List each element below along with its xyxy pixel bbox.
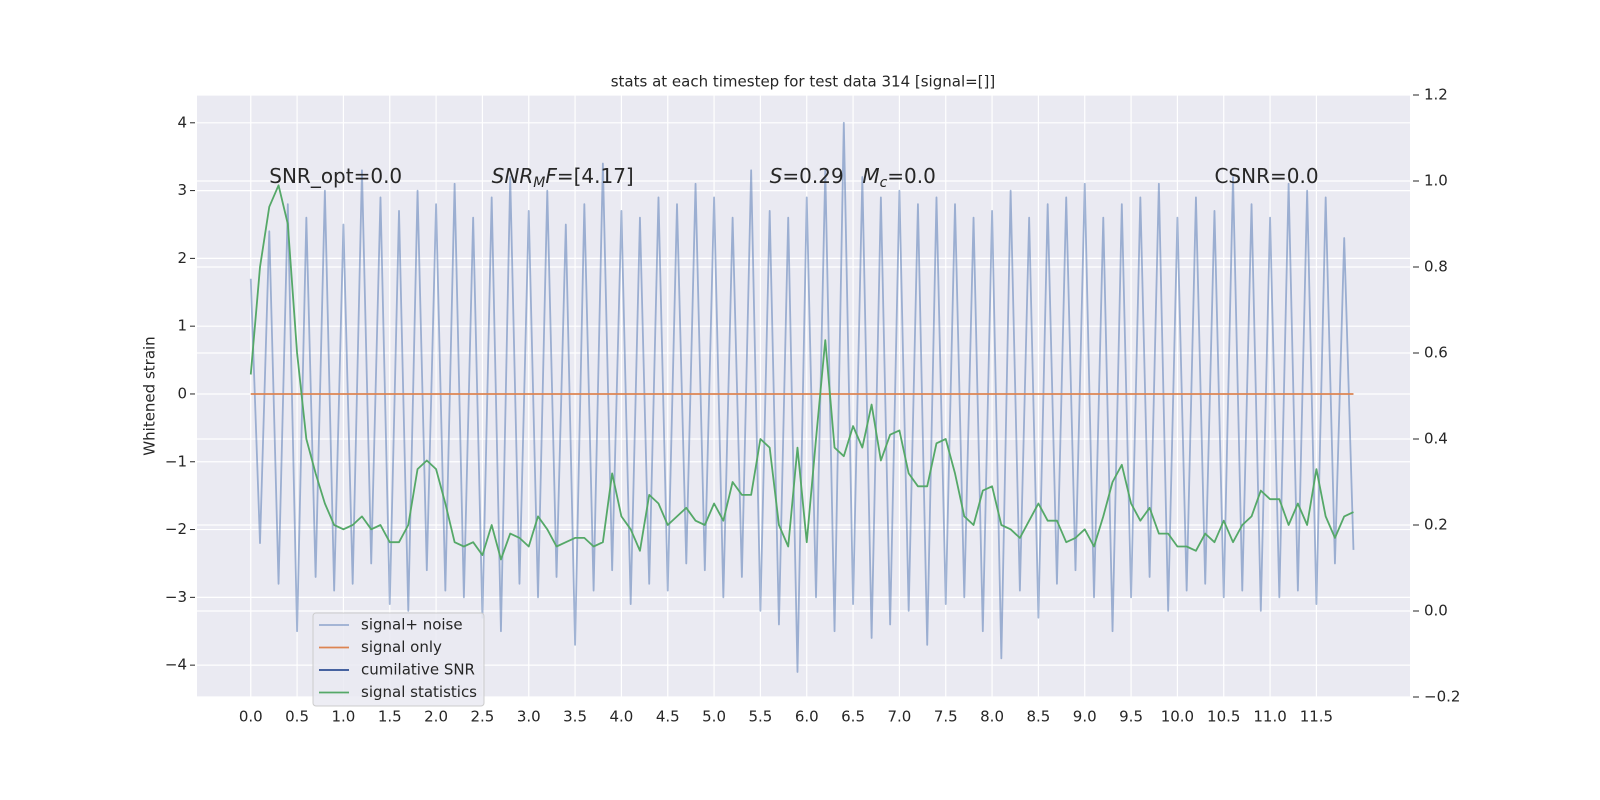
annotation-part: SNR bbox=[492, 164, 534, 188]
x-tick-label: 10.0 bbox=[1161, 708, 1194, 726]
annotation: S=0.29 bbox=[770, 164, 844, 188]
x-tick-label: 7.5 bbox=[934, 708, 958, 726]
x-tick-label: 3.0 bbox=[517, 708, 541, 726]
y-tick-label: −4 bbox=[165, 656, 187, 674]
x-tick-label: 1.5 bbox=[378, 708, 402, 726]
y2-tick-label: 1.2 bbox=[1424, 86, 1448, 104]
x-tick-label: 10.5 bbox=[1207, 708, 1240, 726]
annotation-part: =[4.17] bbox=[557, 164, 634, 188]
y-tick-label: 0 bbox=[177, 384, 187, 402]
annotation-part: S bbox=[770, 164, 783, 188]
x-tick-label: 9.5 bbox=[1119, 708, 1143, 726]
x-tick-label: 4.0 bbox=[609, 708, 633, 726]
x-tick-label: 11.5 bbox=[1300, 708, 1333, 726]
y2-tick-label: −0.2 bbox=[1424, 688, 1460, 706]
annotation-part: F bbox=[545, 164, 557, 188]
y-tick-label: 3 bbox=[177, 181, 187, 199]
x-tick-label: 1.0 bbox=[331, 708, 355, 726]
y2-tick-label: 0.2 bbox=[1424, 516, 1448, 534]
annotation-part: =0.0 bbox=[887, 164, 936, 188]
series-line bbox=[249, 184, 1354, 561]
legend-label: signal only bbox=[361, 638, 442, 656]
annotation-part: SNR_opt=0.0 bbox=[269, 164, 402, 188]
x-tick-label: 8.5 bbox=[1026, 708, 1050, 726]
y-axis-label: Whitened strain bbox=[141, 336, 159, 455]
legend-label: signal+ noise bbox=[361, 616, 463, 634]
y2-tick-label: 1.0 bbox=[1424, 172, 1448, 190]
annotation-part: c bbox=[880, 175, 888, 191]
y-tick-label: 2 bbox=[177, 249, 187, 267]
annotation-part: M bbox=[862, 164, 879, 188]
legend-label: cumilative SNR bbox=[361, 661, 475, 679]
y2-tick-label: 0.8 bbox=[1424, 258, 1448, 276]
x-tick-label: 11.0 bbox=[1253, 708, 1286, 726]
annotation-part: M bbox=[533, 175, 545, 191]
x-tick-label: 5.0 bbox=[702, 708, 726, 726]
series-line bbox=[249, 121, 1355, 673]
x-tick-label: 7.0 bbox=[887, 708, 911, 726]
x-tick-label: 3.5 bbox=[563, 708, 587, 726]
annotation: SNR_opt=0.0 bbox=[269, 164, 402, 188]
x-tick-label: 6.0 bbox=[795, 708, 819, 726]
annotation-part: CSNR=0.0 bbox=[1214, 164, 1318, 188]
x-tick-label: 2.0 bbox=[424, 708, 448, 726]
x-tick-label: 6.5 bbox=[841, 708, 865, 726]
y-tick-label: −1 bbox=[165, 452, 187, 470]
legend-label: signal statistics bbox=[361, 683, 477, 701]
legend-box bbox=[312, 612, 485, 707]
annotation: Mc=0.0 bbox=[862, 164, 936, 192]
annotation: CSNR=0.0 bbox=[1214, 164, 1318, 188]
annotation-part: =0.29 bbox=[782, 164, 843, 188]
legend: signal+ noise signal only cumilative SNR si… bbox=[312, 612, 485, 707]
y2-tick-label: 0.0 bbox=[1424, 602, 1448, 620]
y2-tick-label: 0.4 bbox=[1424, 430, 1448, 448]
x-tick-label: 4.5 bbox=[656, 708, 680, 726]
y-tick-label: −3 bbox=[165, 588, 187, 606]
y2-tick-label: 0.6 bbox=[1424, 344, 1448, 362]
x-tick-label: 8.0 bbox=[980, 708, 1004, 726]
x-tick-label: 0.0 bbox=[239, 708, 263, 726]
y-tick-label: 1 bbox=[177, 317, 187, 335]
chart-title: stats at each timestep for test data 314… bbox=[611, 73, 996, 91]
y-tick-label: −2 bbox=[165, 520, 187, 538]
x-tick-label: 0.5 bbox=[285, 708, 309, 726]
x-tick-label: 5.5 bbox=[748, 708, 772, 726]
annotation: SNRMF=[4.17] bbox=[492, 164, 634, 192]
x-tick-label: 2.5 bbox=[470, 708, 494, 726]
x-tick-label: 9.0 bbox=[1073, 708, 1097, 726]
y-tick-label: 4 bbox=[177, 113, 187, 131]
